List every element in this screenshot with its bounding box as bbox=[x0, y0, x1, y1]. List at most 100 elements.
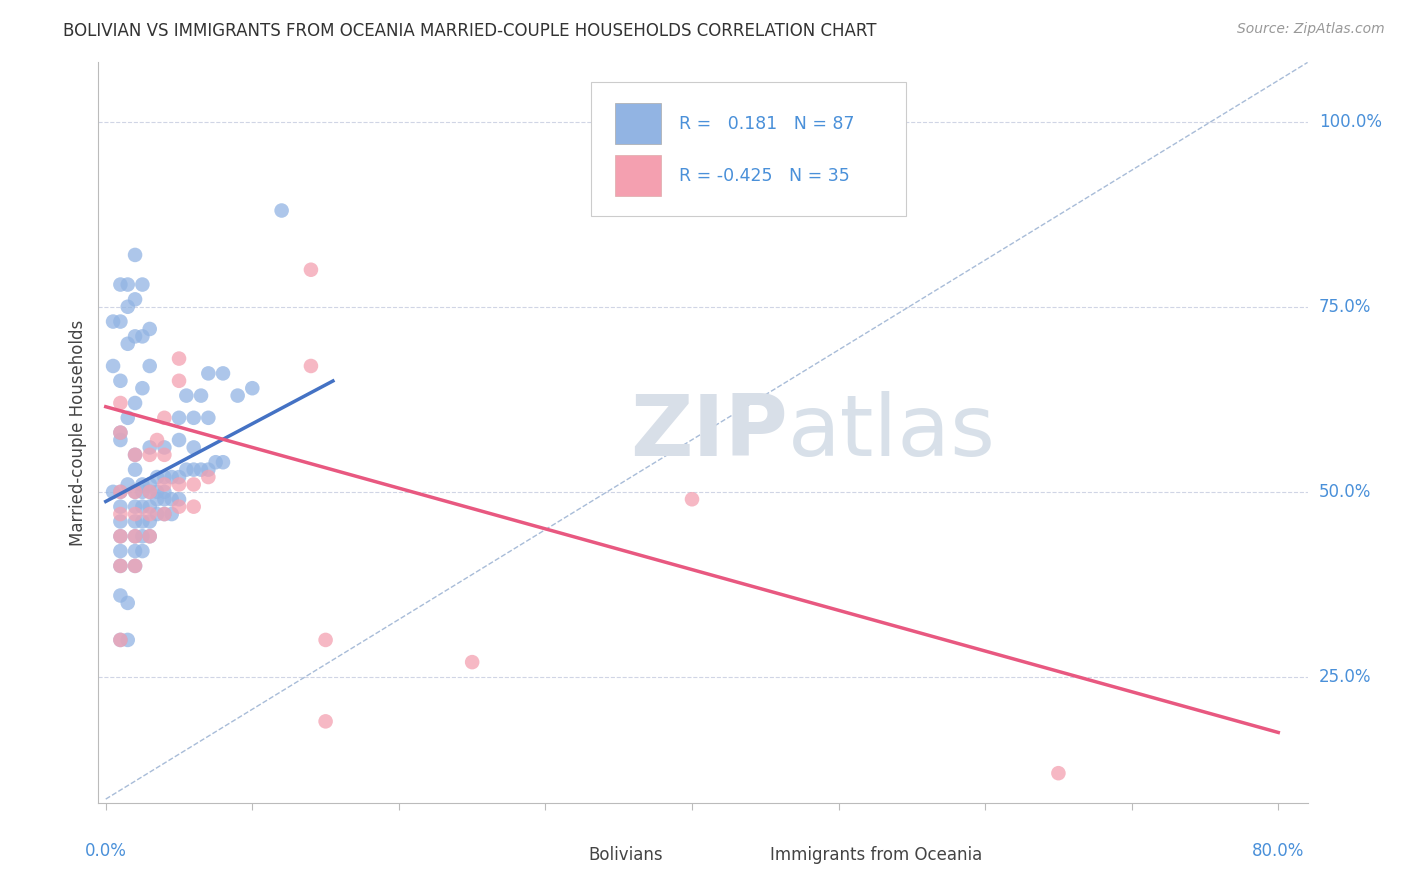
Point bbox=[681, 492, 703, 507]
Text: atlas: atlas bbox=[787, 391, 995, 475]
Point bbox=[153, 492, 176, 507]
Point bbox=[138, 441, 160, 455]
Text: 50.0%: 50.0% bbox=[1319, 483, 1371, 500]
Text: R =   0.181   N = 87: R = 0.181 N = 87 bbox=[679, 115, 855, 133]
Point bbox=[1047, 766, 1070, 780]
Point bbox=[110, 374, 132, 388]
Point bbox=[101, 484, 124, 499]
Point bbox=[124, 462, 146, 476]
Point bbox=[101, 359, 124, 373]
Text: R = -0.425   N = 35: R = -0.425 N = 35 bbox=[679, 167, 849, 185]
Point bbox=[183, 462, 205, 476]
Point bbox=[197, 470, 219, 484]
Point bbox=[183, 477, 205, 491]
Point bbox=[153, 441, 176, 455]
Point bbox=[138, 507, 160, 521]
Point bbox=[160, 470, 183, 484]
Point bbox=[146, 492, 169, 507]
FancyBboxPatch shape bbox=[614, 103, 661, 144]
Point bbox=[153, 448, 176, 462]
Point bbox=[124, 329, 146, 343]
Point bbox=[117, 632, 139, 647]
Point bbox=[153, 507, 176, 521]
Point bbox=[124, 529, 146, 543]
Point bbox=[124, 448, 146, 462]
Point bbox=[131, 529, 153, 543]
Point bbox=[461, 655, 484, 669]
Point bbox=[117, 477, 139, 491]
Point bbox=[153, 470, 176, 484]
Point bbox=[153, 410, 176, 425]
Point bbox=[110, 500, 132, 514]
Point bbox=[160, 507, 183, 521]
Point bbox=[153, 484, 176, 499]
FancyBboxPatch shape bbox=[614, 155, 661, 195]
Point bbox=[110, 425, 132, 440]
Point bbox=[117, 596, 139, 610]
Text: Bolivians: Bolivians bbox=[588, 846, 662, 863]
Point bbox=[110, 632, 132, 647]
Point bbox=[183, 410, 205, 425]
Point bbox=[110, 589, 132, 603]
Point bbox=[153, 507, 176, 521]
Text: Immigrants from Oceania: Immigrants from Oceania bbox=[769, 846, 981, 863]
Point bbox=[160, 492, 183, 507]
FancyBboxPatch shape bbox=[727, 841, 761, 867]
Point bbox=[315, 632, 337, 647]
Point bbox=[167, 500, 190, 514]
Point bbox=[131, 544, 153, 558]
Point bbox=[117, 336, 139, 351]
Point bbox=[138, 322, 160, 336]
Point bbox=[124, 396, 146, 410]
Point bbox=[153, 477, 176, 491]
Point bbox=[167, 492, 190, 507]
Point bbox=[138, 484, 160, 499]
Point bbox=[124, 448, 146, 462]
Point bbox=[146, 484, 169, 499]
Point bbox=[167, 470, 190, 484]
Point bbox=[110, 484, 132, 499]
Point bbox=[124, 484, 146, 499]
Point bbox=[124, 558, 146, 573]
Point bbox=[124, 500, 146, 514]
Point bbox=[167, 351, 190, 366]
Point bbox=[131, 477, 153, 491]
Point bbox=[138, 529, 160, 543]
Point bbox=[138, 477, 160, 491]
Text: 75.0%: 75.0% bbox=[1319, 298, 1371, 316]
Point bbox=[146, 433, 169, 447]
Y-axis label: Married-couple Households: Married-couple Households bbox=[69, 319, 87, 546]
Point bbox=[146, 507, 169, 521]
Point bbox=[138, 500, 160, 514]
Point bbox=[299, 262, 322, 277]
Point bbox=[124, 484, 146, 499]
Text: 25.0%: 25.0% bbox=[1319, 668, 1371, 686]
Point bbox=[197, 367, 219, 381]
Point bbox=[138, 359, 160, 373]
FancyBboxPatch shape bbox=[546, 841, 579, 867]
Point bbox=[138, 484, 160, 499]
Point bbox=[124, 544, 146, 558]
Text: BOLIVIAN VS IMMIGRANTS FROM OCEANIA MARRIED-COUPLE HOUSEHOLDS CORRELATION CHART: BOLIVIAN VS IMMIGRANTS FROM OCEANIA MARR… bbox=[63, 22, 877, 40]
Point bbox=[183, 441, 205, 455]
Text: 100.0%: 100.0% bbox=[1319, 112, 1382, 130]
FancyBboxPatch shape bbox=[591, 82, 905, 217]
Point bbox=[138, 448, 160, 462]
Point bbox=[110, 544, 132, 558]
Point bbox=[124, 248, 146, 262]
Point bbox=[212, 455, 235, 469]
Text: Source: ZipAtlas.com: Source: ZipAtlas.com bbox=[1237, 22, 1385, 37]
Point bbox=[110, 515, 132, 529]
Point bbox=[131, 277, 153, 292]
Point bbox=[226, 389, 249, 403]
Point bbox=[110, 558, 132, 573]
Point bbox=[183, 500, 205, 514]
Point bbox=[240, 381, 263, 395]
Point bbox=[110, 433, 132, 447]
Point bbox=[138, 529, 160, 543]
Point bbox=[131, 381, 153, 395]
Point bbox=[124, 529, 146, 543]
Point bbox=[110, 632, 132, 647]
Point bbox=[167, 433, 190, 447]
Point bbox=[190, 462, 212, 476]
